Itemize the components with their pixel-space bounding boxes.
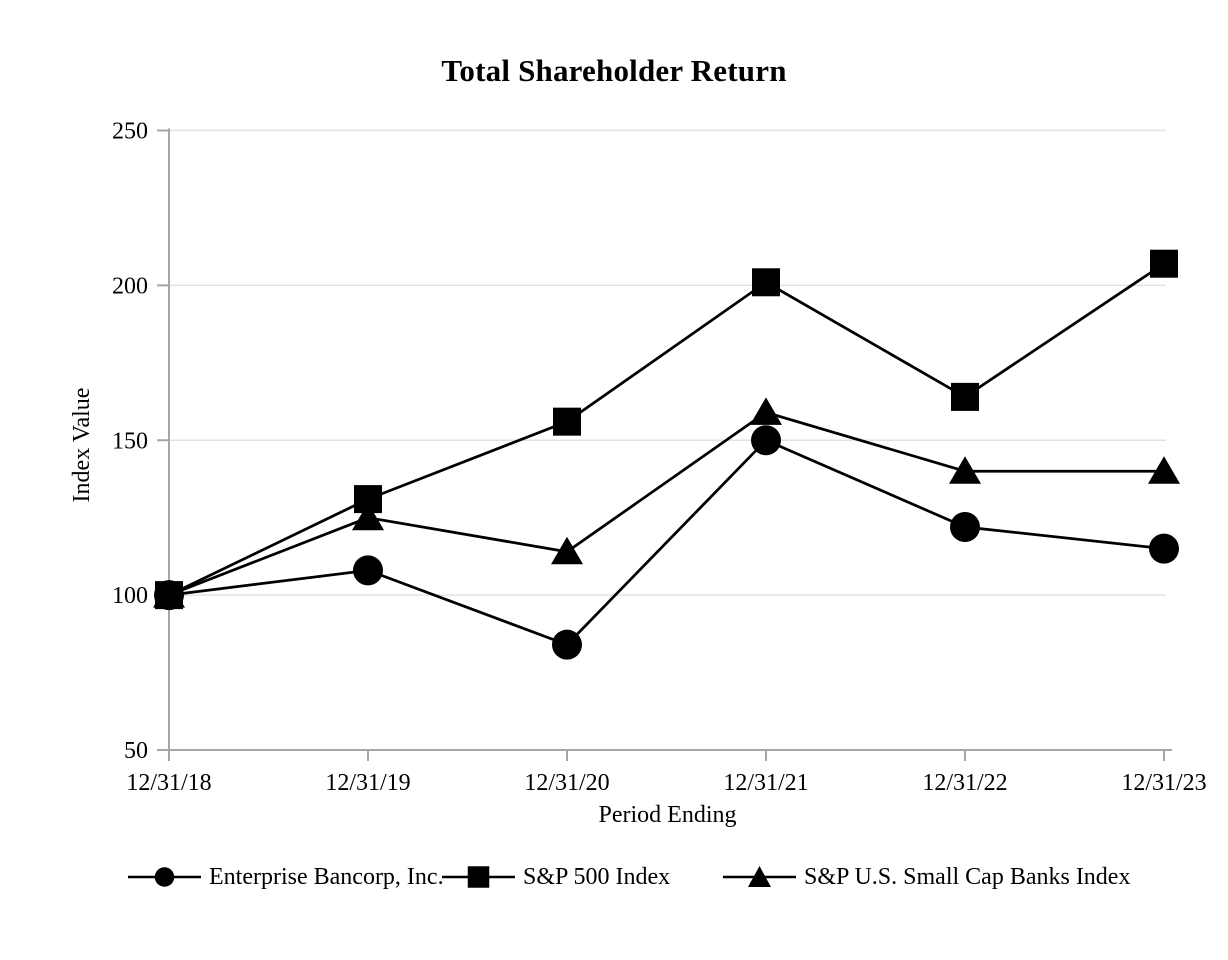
data-point-square xyxy=(155,581,183,610)
series-line-square xyxy=(168,262,1165,597)
x-tick-label: 12/31/23 xyxy=(1121,770,1206,796)
data-point-square xyxy=(553,407,581,436)
data-point-square xyxy=(951,382,979,411)
series-line-triangle xyxy=(168,410,1164,597)
x-tick-label: 12/31/19 xyxy=(325,770,410,796)
x-tick-label: 12/31/20 xyxy=(524,770,609,796)
x-tick-label: 12/31/21 xyxy=(723,770,808,796)
data-point-square xyxy=(354,485,382,514)
data-point-circle xyxy=(552,629,582,660)
series-line-circle xyxy=(168,438,1165,647)
y-tick-label: 100 xyxy=(112,583,148,609)
y-tick-label: 250 xyxy=(112,119,148,145)
data-point-circle xyxy=(751,425,781,456)
data-point-triangle xyxy=(551,536,583,565)
x-tick-label: 12/31/18 xyxy=(126,770,211,796)
y-tick-label: 200 xyxy=(112,273,148,299)
x-axis-title: Period Ending xyxy=(598,802,737,828)
data-point-triangle xyxy=(1148,456,1180,484)
y-tick-label: 50 xyxy=(124,738,148,764)
data-point-square xyxy=(1150,249,1178,278)
chart-title: Total Shareholder Return xyxy=(441,53,787,88)
data-point-triangle xyxy=(750,397,782,425)
data-point-circle xyxy=(950,511,980,542)
y-axis-title: Index Value xyxy=(69,387,95,503)
data-point-circle xyxy=(1149,533,1179,564)
data-point-triangle xyxy=(949,456,981,484)
data-point-circle xyxy=(353,555,383,586)
data-point-triangle xyxy=(352,502,384,531)
x-tick-label: 12/31/22 xyxy=(922,770,1007,796)
data-point-square xyxy=(752,268,780,297)
y-tick-label: 150 xyxy=(112,428,148,454)
